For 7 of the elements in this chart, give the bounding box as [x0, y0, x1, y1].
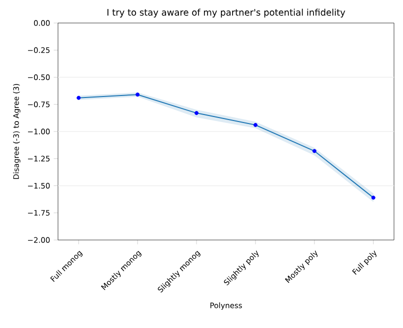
chart-title: I try to stay aware of my partner's potential infidelity — [107, 8, 346, 18]
point — [253, 122, 258, 127]
point — [136, 92, 140, 97]
point — [194, 111, 199, 116]
point — [371, 196, 376, 200]
point — [312, 149, 316, 154]
point — [76, 96, 81, 100]
